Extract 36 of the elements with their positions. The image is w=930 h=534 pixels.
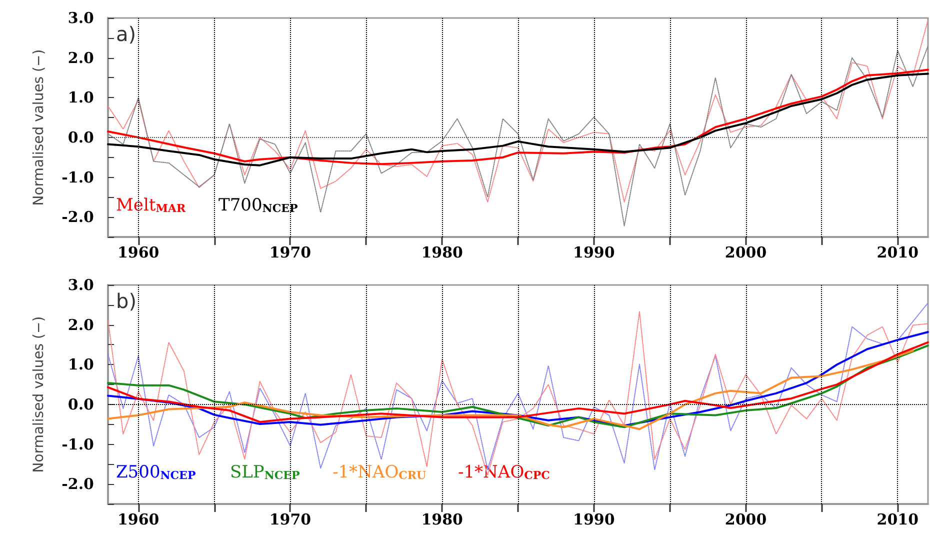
chart-title: a) (116, 22, 136, 46)
x-tick-label: 1980 (421, 510, 463, 528)
y-tick-label: -2.0 (62, 475, 94, 494)
x-tick-label: 1960 (117, 510, 160, 528)
y-tick-label: -2.0 (62, 208, 94, 226)
text: T700NCEP (218, 196, 298, 216)
y-tick-label: 2.0 (68, 316, 94, 334)
y-tick-label: -1.0 (62, 168, 94, 186)
text: -1*NAOCPC (458, 462, 550, 482)
x-tick-label: 1970 (269, 510, 312, 528)
text: MeltMAR (116, 196, 186, 216)
text: SLPNCEP (230, 462, 300, 482)
y-tick-label: 0.0 (68, 395, 94, 414)
x-tick-label: 1980 (421, 244, 463, 262)
line-series (108, 45, 928, 226)
y-axis-title: Normalised values (−) (31, 49, 47, 206)
y-axis-title: Normalised values (−) (31, 316, 47, 473)
chart-title: b) (116, 289, 136, 313)
x-tick-label: 2010 (876, 510, 919, 528)
x-tick-label: 2010 (876, 244, 919, 262)
line-series (107, 330, 929, 427)
x-tick-label: 1990 (573, 244, 615, 262)
y-tick-label: 1.0 (68, 88, 94, 107)
y-tick-label: 0.0 (68, 128, 94, 146)
x-tick-label: 1960 (117, 244, 160, 262)
y-tick-label: -1.0 (62, 435, 94, 454)
y-tick-label: 3.0 (68, 9, 94, 27)
x-tick-label: 1990 (573, 510, 615, 528)
y-tick-label: 1.0 (68, 356, 94, 374)
text: -1*NAOCRU (332, 462, 427, 482)
x-tick-label: 1970 (269, 244, 312, 262)
y-tick-label: 3.0 (68, 276, 94, 294)
x-tick-label: 2000 (724, 510, 767, 528)
y-tick-label: 2.0 (68, 48, 94, 67)
text: Z500NCEP (116, 462, 196, 482)
x-tick-label: 2000 (724, 244, 767, 262)
